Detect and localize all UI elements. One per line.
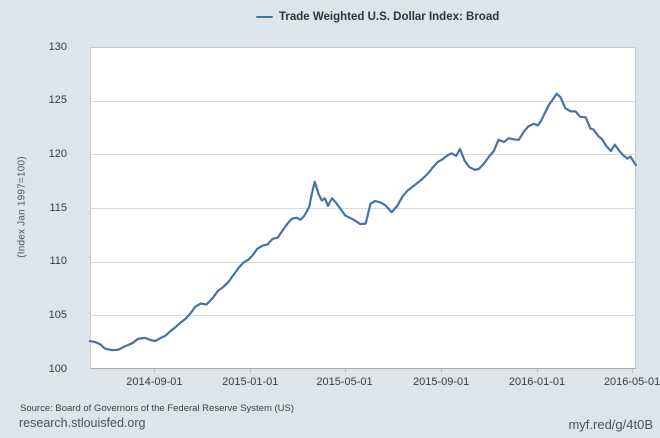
legend-item[interactable]: Trade Weighted U.S. Dollar Index: Broad <box>256 8 499 26</box>
legend-line-icon <box>256 16 273 18</box>
x-tick-label: 2015-09-01 <box>413 376 470 388</box>
y-tick-label: 115 <box>49 201 67 214</box>
y-tick-label: 120 <box>48 147 67 160</box>
y-tick-label: 110 <box>49 255 67 268</box>
series-line <box>88 92 638 352</box>
site-link[interactable]: research.stlouisfed.org <box>19 416 146 430</box>
graph-short-url-link[interactable]: myf.red/g/4t0B <box>568 417 653 432</box>
y-tick-label: 130 <box>48 40 67 53</box>
source-text: Source: Board of Governors of the Federa… <box>20 403 295 414</box>
x-tick-label: 2015-05-01 <box>316 376 373 388</box>
y-tick-label: 100 <box>48 362 67 375</box>
legend-label: Trade Weighted U.S. Dollar Index: Broad <box>279 11 500 23</box>
x-tick-label: 2014-09-01 <box>126 376 183 388</box>
x-tick-label: 2016-05-01 <box>603 376 660 388</box>
y-tick-label: 105 <box>48 308 67 321</box>
y-tick-label: 125 <box>48 94 67 107</box>
x-tick-label: 2016-01-01 <box>508 376 566 388</box>
x-tick-label: 2015-01-01 <box>222 376 279 388</box>
